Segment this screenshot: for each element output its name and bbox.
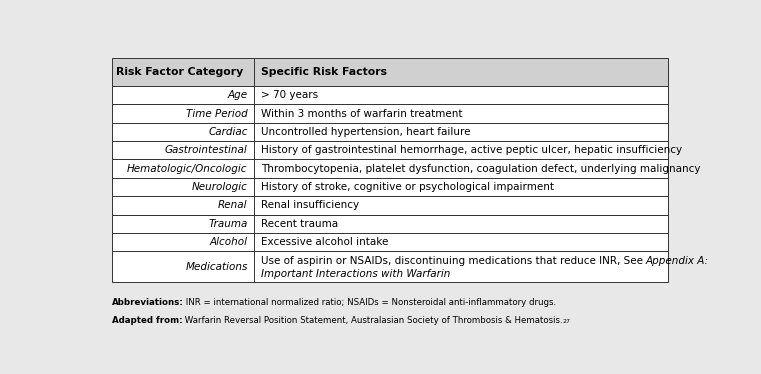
Bar — [112, 86, 668, 104]
Text: > 70 years: > 70 years — [261, 90, 318, 100]
Text: Excessive alcohol intake: Excessive alcohol intake — [261, 237, 388, 247]
Bar — [112, 104, 668, 123]
Text: Adapted from:: Adapted from: — [112, 316, 183, 325]
Text: Time Period: Time Period — [186, 108, 248, 119]
Text: Renal insufficiency: Renal insufficiency — [261, 200, 359, 210]
Text: Important Interactions with Warfarin: Important Interactions with Warfarin — [261, 269, 450, 279]
Text: Recent trauma: Recent trauma — [261, 219, 338, 229]
Text: Gastrointestinal: Gastrointestinal — [165, 145, 248, 155]
Text: Hematologic/Oncologic: Hematologic/Oncologic — [127, 164, 248, 174]
Text: Risk Factor Category: Risk Factor Category — [116, 67, 244, 77]
Text: Trauma: Trauma — [209, 219, 248, 229]
Bar — [112, 159, 668, 178]
Text: INR = international normalized ratio; NSAIDs = Nonsteroidal anti-inflammatory dr: INR = international normalized ratio; NS… — [183, 298, 556, 307]
Text: Within 3 months of warfarin treatment: Within 3 months of warfarin treatment — [261, 108, 462, 119]
Text: Specific Risk Factors: Specific Risk Factors — [261, 67, 387, 77]
Text: Use of aspirin or NSAIDs, discontinuing medications that reduce INR, See: Use of aspirin or NSAIDs, discontinuing … — [261, 255, 646, 266]
Text: Renal: Renal — [218, 200, 248, 210]
Text: History of gastrointestinal hemorrhage, active peptic ulcer, hepatic insufficien: History of gastrointestinal hemorrhage, … — [261, 145, 682, 155]
Bar — [112, 233, 668, 251]
Bar — [112, 141, 668, 159]
Text: Alcohol: Alcohol — [210, 237, 248, 247]
Bar — [112, 251, 668, 282]
Text: Warfarin Reversal Position Statement, Australasian Society of Thrombosis & Hemat: Warfarin Reversal Position Statement, Au… — [183, 316, 563, 325]
Text: Thrombocytopenia, platelet dysfunction, coagulation defect, underlying malignanc: Thrombocytopenia, platelet dysfunction, … — [261, 164, 700, 174]
Bar — [112, 123, 668, 141]
Text: 27: 27 — [563, 319, 571, 324]
Text: Abbreviations:: Abbreviations: — [112, 298, 183, 307]
Bar — [112, 215, 668, 233]
Text: Neurologic: Neurologic — [192, 182, 248, 192]
Text: Cardiac: Cardiac — [209, 127, 248, 137]
Bar — [112, 58, 668, 86]
Bar — [112, 196, 668, 215]
Text: Uncontrolled hypertension, heart failure: Uncontrolled hypertension, heart failure — [261, 127, 470, 137]
Text: Medications: Medications — [186, 262, 248, 272]
Bar — [112, 178, 668, 196]
Text: History of stroke, cognitive or psychological impairment: History of stroke, cognitive or psycholo… — [261, 182, 554, 192]
Text: Age: Age — [228, 90, 248, 100]
Text: Appendix A:: Appendix A: — [646, 255, 709, 266]
